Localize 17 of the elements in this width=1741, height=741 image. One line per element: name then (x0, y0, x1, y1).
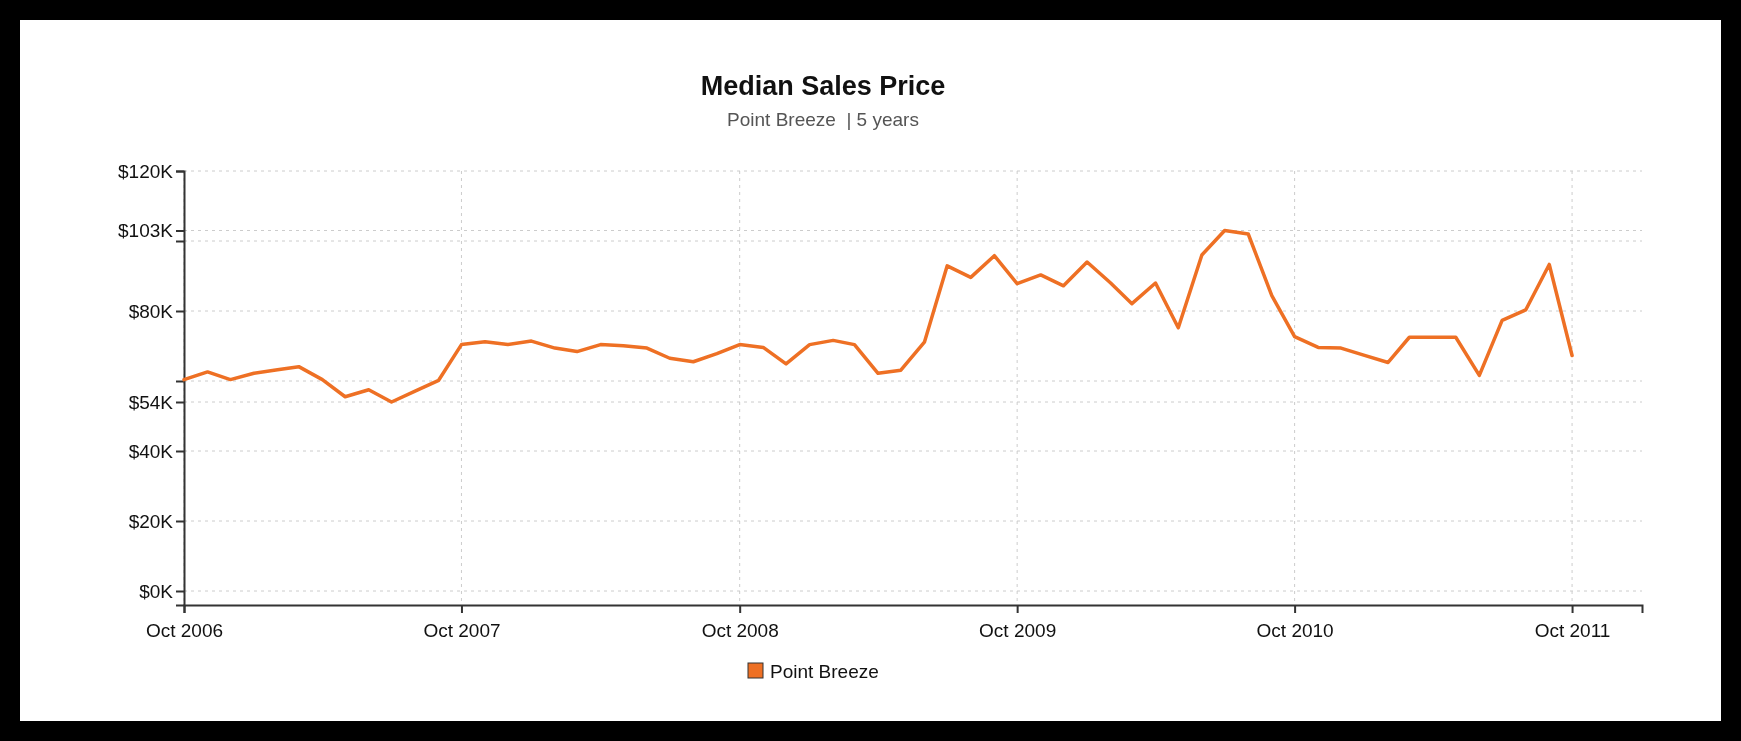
x-tick-label: Oct 2006 (145, 619, 224, 641)
y-tick-label: $103K (118, 220, 174, 242)
x-tick-label: Oct 2008 (701, 619, 779, 641)
y-tick-label: $40K (128, 440, 174, 462)
x-tick-label: Oct 2007 (423, 619, 501, 641)
chart-title: Median Sales Price (700, 71, 946, 101)
y-tick-label: $80K (128, 300, 174, 322)
x-tick-label: Oct 2011 (1534, 619, 1611, 641)
x-tick-label: Oct 2009 (979, 619, 1057, 641)
chart-subtitle: Point Breeze | 5 years (727, 109, 919, 130)
y-tick-label: $20K (128, 510, 174, 532)
y-tick-label: $120K (118, 160, 174, 182)
y-tick-label: $54K (128, 391, 174, 413)
x-tick-label: Oct 2010 (1256, 619, 1334, 641)
legend-label: Point Breeze (770, 661, 879, 682)
y-tick-label: $0K (139, 580, 174, 602)
line-series (182, 228, 1574, 404)
